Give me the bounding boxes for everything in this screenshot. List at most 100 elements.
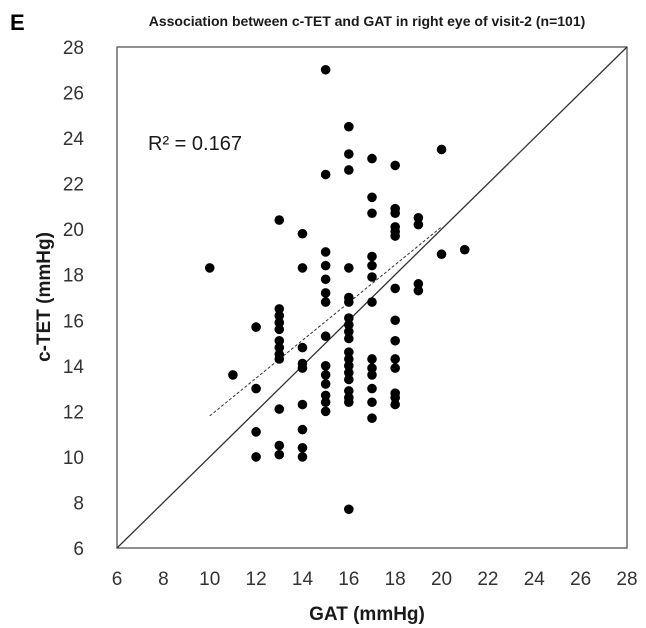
data-point [274, 324, 285, 335]
x-tick-label: 14 [292, 569, 314, 590]
data-point [344, 504, 354, 515]
data-point [320, 397, 331, 408]
data-point [274, 342, 285, 353]
data-point [367, 153, 377, 164]
data-point [413, 212, 424, 223]
data-point [251, 452, 261, 462]
data-point [320, 260, 331, 271]
data-point [297, 443, 308, 453]
data-point [390, 335, 400, 346]
data-point [297, 363, 308, 373]
data-point [251, 322, 261, 332]
r-squared-annotation: R² = 0.167 [148, 133, 242, 155]
data-point [344, 165, 354, 175]
data-point [297, 342, 308, 353]
data-point [390, 392, 400, 403]
data-point [367, 260, 377, 271]
data-point [390, 363, 400, 373]
data-point [204, 263, 215, 273]
y-tick-label: 16 [63, 311, 84, 332]
data-point [274, 317, 285, 328]
chart-title: Association between c-TET and GAT in rig… [149, 13, 586, 29]
data-point [367, 354, 377, 364]
data-point [320, 297, 331, 307]
data-point [390, 208, 400, 219]
data-point [344, 297, 354, 307]
data-point [344, 313, 354, 323]
x-tick-label: 6 [112, 569, 123, 590]
y-tick-label: 20 [63, 220, 84, 241]
data-point [436, 249, 447, 260]
data-point [251, 427, 261, 437]
y-tick-label: 28 [63, 38, 84, 59]
points-layer [204, 64, 470, 515]
data-point [390, 399, 400, 410]
y-axis-title: c-TET (mmHg) [34, 232, 55, 362]
data-point [320, 247, 331, 257]
data-point [367, 272, 377, 282]
data-point [367, 413, 377, 423]
data-point [344, 374, 354, 385]
y-tick-label: 8 [73, 493, 84, 514]
data-point [274, 310, 285, 321]
data-point [436, 144, 447, 155]
data-point [320, 361, 331, 371]
y-tick-label: 10 [63, 448, 84, 469]
y-tick-label: 26 [63, 84, 84, 105]
data-point [344, 354, 354, 364]
x-tick-label: 16 [338, 569, 359, 590]
x-tick-label: 12 [246, 569, 267, 590]
data-point [320, 64, 331, 75]
data-point [367, 370, 377, 380]
data-point [367, 208, 377, 219]
data-point [297, 263, 308, 273]
data-point [320, 370, 331, 380]
data-point [344, 149, 354, 159]
data-point [320, 379, 331, 389]
data-point [367, 363, 377, 373]
data-point [274, 335, 285, 346]
data-point [228, 370, 238, 380]
data-point [344, 397, 354, 408]
data-point [344, 121, 354, 132]
x-axis-ticks: 6 8 10 12 14 16 18 20 22 24 26 28 [112, 569, 638, 590]
data-point [367, 192, 377, 203]
data-point [367, 383, 377, 394]
data-point [251, 383, 261, 394]
x-tick-label: 24 [524, 569, 546, 590]
plot-frame [116, 46, 628, 549]
data-point [274, 404, 285, 414]
data-point [320, 288, 331, 298]
x-tick-label: 10 [199, 569, 220, 590]
data-point [413, 219, 424, 230]
data-point [367, 297, 377, 307]
data-point [274, 440, 285, 451]
data-point [297, 399, 308, 410]
data-point [274, 449, 285, 460]
x-tick-label: 28 [616, 569, 637, 590]
data-point [320, 406, 331, 417]
x-tick-label: 20 [431, 569, 452, 590]
y-axis-ticks: 6 8 10 12 14 16 18 20 22 24 26 28 [63, 38, 85, 560]
data-point [459, 244, 470, 255]
data-point [320, 274, 331, 285]
y-tick-label: 14 [63, 357, 85, 378]
data-point [320, 331, 331, 342]
data-point [390, 160, 400, 171]
y-tick-label: 22 [63, 175, 84, 196]
y-tick-label: 12 [63, 402, 84, 423]
data-point [413, 279, 424, 289]
data-point [274, 354, 285, 364]
x-tick-label: 22 [477, 569, 498, 590]
data-point [367, 251, 377, 262]
data-point [297, 452, 308, 462]
data-point [367, 397, 377, 408]
x-tick-label: 18 [385, 569, 406, 590]
data-point [344, 361, 354, 371]
data-point [344, 320, 354, 330]
data-point [390, 231, 400, 241]
panel-label: E [10, 10, 25, 35]
data-point [344, 326, 354, 337]
x-axis-title: GAT (mmHg) [309, 604, 425, 625]
